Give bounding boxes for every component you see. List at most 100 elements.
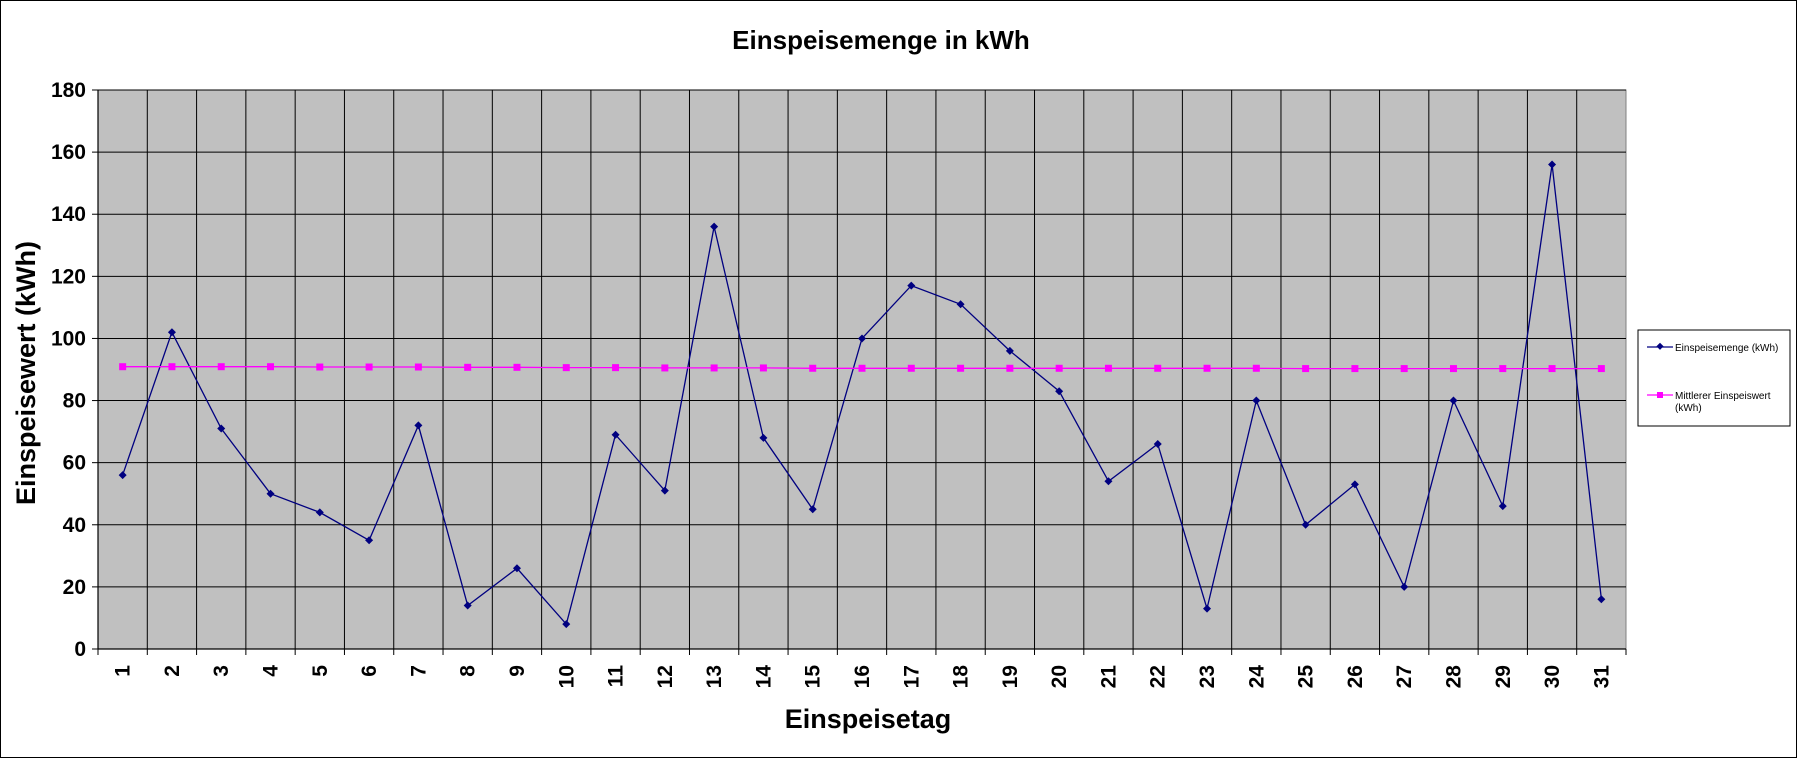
data-point xyxy=(611,430,620,439)
data-point xyxy=(1301,520,1310,529)
data-point xyxy=(1203,604,1212,613)
x-tick-label: 12 xyxy=(654,665,677,688)
data-point xyxy=(1055,387,1064,396)
data-point xyxy=(464,363,472,371)
data-point xyxy=(1548,160,1557,169)
x-tick-label: 22 xyxy=(1147,665,1170,688)
data-point xyxy=(1400,365,1408,373)
data-point xyxy=(217,424,226,433)
x-tick-label: 17 xyxy=(900,665,923,688)
legend-marker-mittlerer xyxy=(1657,392,1663,398)
x-tick-label: 11 xyxy=(605,665,628,688)
data-point xyxy=(1104,477,1113,486)
data-point xyxy=(1597,595,1606,604)
data-point xyxy=(267,363,275,371)
legend: Einspeisemenge (kWh) Mittlerer Einspeisw… xyxy=(1637,329,1791,427)
x-tick-label: 3 xyxy=(210,665,233,677)
y-axis-title: Einspeisewert (kWh) xyxy=(11,241,41,505)
data-point xyxy=(1252,364,1260,372)
data-point xyxy=(414,421,423,430)
data-point xyxy=(710,222,719,231)
y-tick-label: 40 xyxy=(63,514,86,537)
data-point xyxy=(612,364,620,372)
x-axis-title: Einspeisetag xyxy=(785,704,952,734)
x-tick-label: 28 xyxy=(1442,665,1465,689)
data-point xyxy=(1400,582,1409,591)
data-point xyxy=(1548,365,1556,373)
x-tick-label: 31 xyxy=(1590,665,1613,689)
x-tick-label: 29 xyxy=(1492,665,1515,688)
data-point xyxy=(316,363,324,371)
data-point xyxy=(1154,364,1162,372)
data-point xyxy=(217,363,225,371)
data-point xyxy=(1006,364,1014,372)
legend-label-einspeisemenge: Einspeisemenge (kWh) xyxy=(1675,343,1778,354)
data-point xyxy=(858,364,866,372)
data-point xyxy=(119,363,127,371)
x-tick-label: 23 xyxy=(1196,665,1219,688)
x-tick-label: 6 xyxy=(358,665,381,677)
data-point xyxy=(1597,365,1605,373)
x-tick-label: 15 xyxy=(802,665,825,689)
data-point xyxy=(1153,440,1162,449)
data-point xyxy=(365,536,374,545)
legend-label-mittlerer: Mittlerer Einspeiswert (kWh) xyxy=(1675,391,1771,414)
data-point xyxy=(562,364,570,372)
x-tick-label: 7 xyxy=(407,665,430,677)
y-tick-label: 60 xyxy=(63,452,86,475)
data-point xyxy=(1203,364,1211,372)
x-tick-label: 9 xyxy=(506,665,529,677)
data-point xyxy=(661,364,669,372)
x-tick-label: 1 xyxy=(112,665,135,677)
x-tick-label: 10 xyxy=(555,665,578,688)
data-point xyxy=(1055,364,1063,372)
y-tick-label: 160 xyxy=(51,141,86,164)
data-point xyxy=(315,508,324,517)
x-tick-label: 2 xyxy=(161,665,184,677)
data-point xyxy=(660,486,669,495)
y-tick-label: 100 xyxy=(51,327,86,350)
legend-box xyxy=(1637,329,1791,427)
data-point xyxy=(118,471,127,480)
series-layer xyxy=(118,160,1606,629)
data-point xyxy=(1351,365,1359,373)
x-tick-label: 14 xyxy=(752,665,775,689)
x-tick-label: 21 xyxy=(1097,665,1120,689)
y-tick-label: 180 xyxy=(51,79,86,102)
x-tick-label: 13 xyxy=(703,665,726,688)
x-tick-label: 26 xyxy=(1344,665,1367,688)
data-point xyxy=(1350,480,1359,489)
data-point xyxy=(907,281,916,290)
y-tick-label: 120 xyxy=(51,265,86,288)
y-tick-label: 20 xyxy=(63,576,86,599)
chart-title: Einspeisemenge in kWh xyxy=(732,25,1030,55)
x-tick-label: 4 xyxy=(260,665,283,677)
data-point xyxy=(1499,365,1507,373)
data-point xyxy=(1449,365,1457,373)
x-tick-label: 16 xyxy=(851,665,874,688)
x-tick-label: 20 xyxy=(1048,665,1071,688)
x-tick-label: 24 xyxy=(1245,665,1268,689)
data-point xyxy=(808,505,817,514)
data-point xyxy=(266,489,275,498)
data-point xyxy=(957,364,965,372)
data-point xyxy=(809,364,817,372)
x-tick-label: 8 xyxy=(457,665,480,677)
y-tick-label: 140 xyxy=(51,203,86,226)
data-point xyxy=(414,363,422,371)
x-tick-label: 27 xyxy=(1393,665,1416,688)
x-tick-label: 5 xyxy=(309,665,332,677)
data-point xyxy=(1302,365,1310,373)
y-tick-label: 0 xyxy=(74,638,86,661)
data-point xyxy=(365,363,373,371)
data-point xyxy=(759,364,767,372)
data-point xyxy=(1449,396,1458,405)
x-tick-label: 19 xyxy=(999,665,1022,688)
data-point xyxy=(513,363,521,371)
data-point xyxy=(1498,502,1507,511)
data-point xyxy=(463,601,472,610)
data-point xyxy=(168,363,176,371)
